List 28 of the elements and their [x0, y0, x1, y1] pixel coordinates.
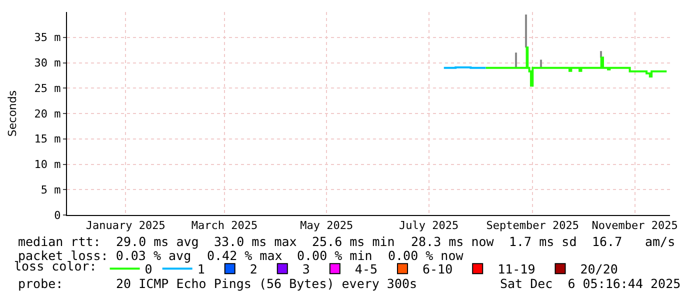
- legend-label: 20/20: [580, 262, 618, 276]
- text: probe: 20 ICMP Echo Pings (56 Bytes) every 300s: [18, 276, 418, 291]
- y-tick-label: 0: [54, 208, 61, 222]
- y-tick-label: 30 m: [34, 56, 62, 70]
- x-tick-label: September 2025: [486, 219, 580, 232]
- bar: [525, 14, 527, 48]
- y-tick-label: 35 m: [34, 31, 62, 44]
- x-tick-label: January 2025: [86, 219, 166, 232]
- x-tick-label: March 2025: [191, 219, 258, 232]
- legend-label: 11-19: [498, 262, 536, 276]
- y-tick-label: 15 m: [34, 132, 62, 146]
- y-tick-label: 20 m: [34, 107, 62, 120]
- text: Sat Dec 6 05:16:44 2025: [500, 276, 681, 291]
- legend-label: 3: [302, 262, 310, 276]
- legend-label: 2: [250, 262, 258, 276]
- text: median rtt: 29.0 ms avg 33.0 ms max 25.6 ms min 28.3 ms now 1.7 ms sd 16.7 am/s: [18, 234, 676, 249]
- y-tick-label: 5 m: [40, 183, 62, 196]
- legend-label: 1: [197, 262, 205, 276]
- y-tick-label: 25 m: [34, 82, 62, 95]
- x-tick-label: May 2025: [300, 219, 354, 232]
- legend-label: 0: [144, 262, 152, 276]
- legend-label: 6-10: [422, 262, 453, 276]
- legend-label: 4-5: [354, 262, 378, 276]
- y-axis-title: Seconds: [6, 90, 19, 137]
- x-tick-label: November 2025: [592, 219, 678, 232]
- x-tick-label: July 2025: [398, 219, 459, 232]
- bar: [515, 52, 517, 68]
- y-tick-label: 10 m: [34, 158, 62, 172]
